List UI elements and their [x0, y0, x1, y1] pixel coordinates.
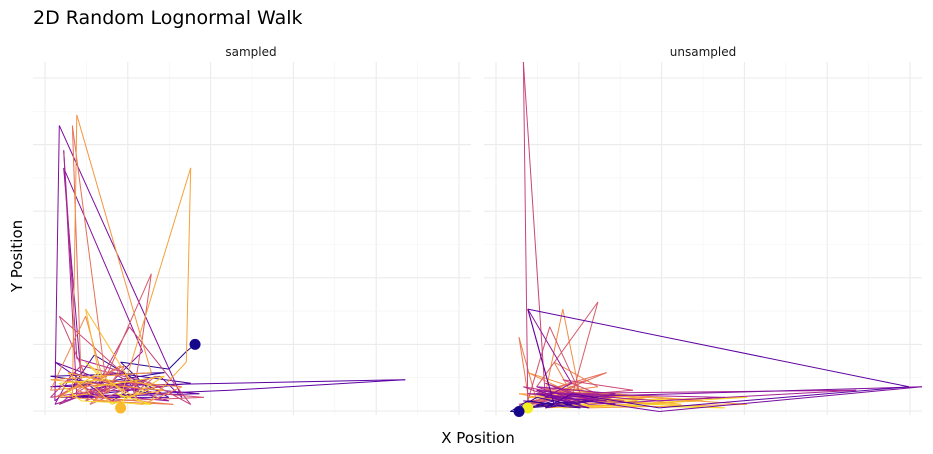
walk-segment: [85, 361, 104, 381]
walk-segment: [98, 396, 174, 405]
walk-segment: [522, 61, 529, 405]
walk-segment: [58, 393, 73, 405]
walk-segment: [527, 308, 555, 405]
walk-segment: [81, 400, 152, 405]
walk-segment: [50, 372, 152, 381]
walk-segment: [58, 315, 139, 388]
walk-segment: [94, 400, 174, 405]
walk-segment: [54, 382, 117, 405]
walk-segment: [59, 372, 99, 398]
walk-segment: [527, 400, 555, 405]
walk-segment: [59, 396, 77, 405]
walk-segment: [544, 308, 564, 394]
walk-segment: [168, 351, 187, 370]
walk-segment: [549, 326, 581, 395]
walk-segment: [85, 361, 130, 398]
walk-segment: [536, 301, 599, 388]
walk-segment: [589, 403, 747, 409]
walk-segment: [230, 379, 406, 391]
walk-segment: [536, 393, 590, 409]
walk-segment: [93, 382, 117, 402]
walk-segment: [562, 379, 633, 391]
panel-sampled: sampled: [33, 45, 471, 415]
walk-segment: [85, 375, 161, 395]
walk-segment: [527, 403, 572, 409]
walk-segment: [116, 393, 126, 398]
walk-path: [50, 114, 406, 409]
walk-segment: [58, 382, 82, 402]
walk-segment: [72, 386, 165, 395]
walk-segment: [111, 386, 156, 405]
walk-segment: [659, 386, 909, 409]
walk-segment: [545, 389, 747, 405]
gridlines: [484, 62, 922, 415]
facet-strip-label-sampled: sampled: [225, 45, 276, 59]
start-point: [189, 338, 201, 350]
walk-segment: [93, 386, 113, 405]
walk-segment: [562, 393, 725, 398]
walk-segment: [50, 315, 87, 391]
walk-segment: [120, 361, 169, 370]
walk-segment: [54, 125, 60, 401]
walk-segment: [58, 125, 183, 398]
walk-segment: [63, 167, 143, 352]
walk-segment: [536, 389, 607, 402]
walk-segment: [85, 308, 130, 380]
walk-segment: [185, 167, 192, 363]
walk-segment: [59, 379, 104, 384]
x-axis-title: X Position: [441, 429, 514, 447]
walk-segment: [536, 396, 572, 405]
walk-segment: [571, 393, 660, 409]
end-point: [513, 405, 525, 417]
walk-segment: [151, 382, 191, 405]
walk-segment: [659, 386, 923, 412]
walk-segment: [116, 393, 152, 405]
walk-segment: [85, 316, 104, 380]
start-point: [522, 402, 534, 414]
walk-segment: [133, 375, 156, 395]
walk-segment: [71, 114, 78, 398]
walk-segment: [549, 386, 923, 398]
walk-segment: [523, 386, 563, 395]
walk-segment: [71, 125, 108, 394]
panel-unsampled: unsampled: [484, 45, 923, 417]
walk-segment: [527, 389, 857, 395]
walk-segment: [129, 375, 165, 398]
walk-segment: [522, 61, 546, 398]
walk-path: [510, 61, 923, 412]
walk-segment: [54, 365, 126, 398]
walk-segment: [71, 125, 82, 384]
walk-segment: [94, 375, 165, 388]
walk-segment: [553, 361, 573, 395]
walk-segment: [67, 372, 91, 395]
walk-segment: [120, 167, 192, 398]
walk-segment: [85, 308, 100, 373]
facet-strip-label-unsampled: unsampled: [670, 45, 736, 59]
chart-title: 2D Random Lognormal Walk: [33, 7, 303, 29]
walk-segment: [76, 114, 152, 373]
walk-segment: [159, 375, 183, 398]
walk-segment: [518, 337, 529, 394]
walk-segment: [527, 308, 573, 384]
walk-segment: [63, 150, 78, 398]
walk-segment: [129, 326, 192, 405]
walk-segment: [536, 393, 616, 405]
walk-segment: [159, 393, 204, 398]
walk-segment: [142, 273, 152, 338]
end-point: [115, 402, 127, 414]
y-axis-title: Y Position: [8, 220, 26, 293]
walk-segment: [527, 308, 909, 388]
walk-segment: [58, 315, 87, 377]
walk-segment: [76, 358, 126, 374]
gridlines: [33, 62, 471, 415]
walk-segment: [589, 396, 725, 405]
walk-segment: [133, 337, 143, 394]
walk-segment: [146, 361, 187, 405]
